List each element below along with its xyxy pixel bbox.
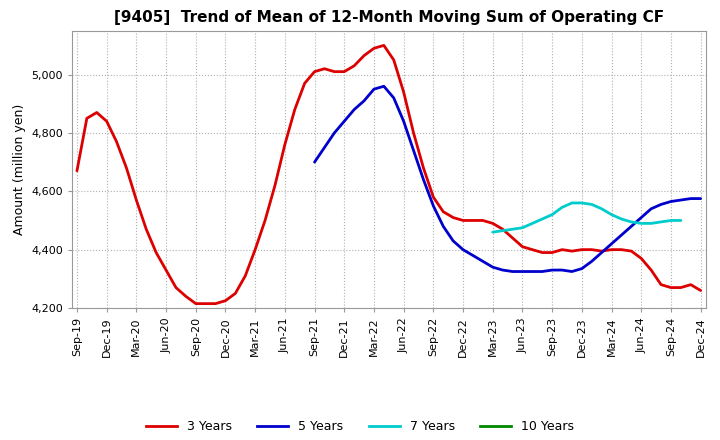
5 Years — [340, 119, 348, 124]
5 Years — [617, 232, 626, 238]
7 Years — [558, 205, 567, 210]
3 Years — [696, 288, 705, 293]
3 Years — [340, 69, 348, 74]
3 Years — [400, 89, 408, 95]
3 Years — [152, 250, 161, 255]
5 Years — [657, 202, 665, 207]
7 Years — [637, 221, 646, 226]
5 Years — [459, 247, 467, 252]
Line: 3 Years: 3 Years — [77, 45, 701, 304]
5 Years — [518, 269, 527, 274]
7 Years — [617, 216, 626, 222]
5 Years — [686, 196, 695, 201]
5 Years — [310, 159, 319, 165]
5 Years — [379, 84, 388, 89]
5 Years — [647, 206, 655, 212]
5 Years — [508, 269, 517, 274]
5 Years — [409, 148, 418, 153]
3 Years — [192, 301, 200, 306]
7 Years — [647, 221, 655, 226]
7 Years — [567, 200, 576, 205]
5 Years — [627, 224, 636, 229]
5 Years — [360, 98, 369, 103]
5 Years — [538, 269, 546, 274]
5 Years — [588, 259, 596, 264]
7 Years — [528, 221, 536, 226]
5 Years — [479, 259, 487, 264]
5 Years — [330, 130, 338, 136]
5 Years — [449, 238, 457, 243]
Legend: 3 Years, 5 Years, 7 Years, 10 Years: 3 Years, 5 Years, 7 Years, 10 Years — [141, 415, 579, 438]
7 Years — [657, 219, 665, 224]
5 Years — [548, 268, 557, 273]
Y-axis label: Amount (million yen): Amount (million yen) — [13, 104, 26, 235]
7 Years — [548, 212, 557, 217]
Title: [9405]  Trend of Mean of 12-Month Moving Sum of Operating CF: [9405] Trend of Mean of 12-Month Moving … — [114, 11, 664, 26]
5 Years — [350, 107, 359, 112]
5 Years — [577, 266, 586, 271]
5 Years — [400, 119, 408, 124]
7 Years — [627, 219, 636, 224]
5 Years — [528, 269, 536, 274]
5 Years — [390, 95, 398, 101]
3 Years — [379, 43, 388, 48]
3 Years — [498, 227, 507, 232]
5 Years — [369, 87, 378, 92]
7 Years — [508, 227, 517, 232]
7 Years — [598, 206, 606, 212]
5 Years — [498, 268, 507, 273]
Line: 7 Years: 7 Years — [492, 203, 681, 232]
3 Years — [488, 221, 497, 226]
7 Years — [577, 200, 586, 205]
7 Years — [518, 225, 527, 231]
7 Years — [588, 202, 596, 207]
5 Years — [558, 268, 567, 273]
Line: 5 Years: 5 Years — [315, 86, 701, 271]
3 Years — [73, 168, 81, 173]
5 Years — [598, 250, 606, 255]
5 Years — [320, 145, 329, 150]
5 Years — [677, 198, 685, 203]
7 Years — [607, 212, 616, 217]
5 Years — [469, 253, 477, 258]
5 Years — [488, 264, 497, 270]
7 Years — [498, 228, 507, 233]
5 Years — [419, 177, 428, 182]
5 Years — [429, 203, 438, 209]
5 Years — [439, 224, 448, 229]
7 Years — [488, 230, 497, 235]
7 Years — [677, 218, 685, 223]
7 Years — [538, 216, 546, 222]
7 Years — [667, 218, 675, 223]
5 Years — [696, 196, 705, 201]
5 Years — [567, 269, 576, 274]
5 Years — [607, 241, 616, 246]
5 Years — [637, 215, 646, 220]
3 Years — [439, 209, 448, 214]
5 Years — [667, 199, 675, 204]
